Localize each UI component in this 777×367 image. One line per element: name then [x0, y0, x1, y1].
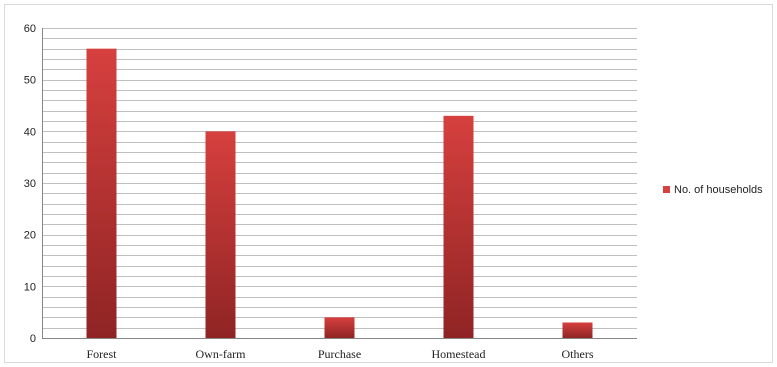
- x-category-label: Others: [562, 347, 594, 361]
- x-category-labels: Forest Own-farm Purchase Homestead Others: [87, 347, 594, 361]
- legend: No. of households: [663, 184, 763, 196]
- bar-own-farm: [205, 131, 236, 338]
- y-tick-labels: 0 10 20 30 40 50 60: [24, 23, 36, 345]
- y-tick-label: 60: [24, 23, 36, 35]
- bar-purchase: [324, 317, 355, 338]
- y-tick-label: 10: [24, 281, 36, 293]
- grid-lines: [42, 28, 637, 339]
- x-category-label: Forest: [87, 347, 118, 361]
- axes: [42, 28, 637, 339]
- x-category-label: Purchase: [318, 347, 361, 361]
- bars: [86, 48, 593, 339]
- bar-homestead: [443, 115, 474, 338]
- y-tick-label: 50: [24, 75, 36, 87]
- y-tick-label: 40: [24, 126, 36, 138]
- x-category-label: Homestead: [432, 347, 486, 361]
- legend-swatch: [663, 186, 670, 193]
- bar-forest: [86, 48, 117, 339]
- legend-label: No. of households: [674, 184, 763, 196]
- bar-others: [562, 322, 593, 338]
- x-category-label: Own-farm: [196, 347, 247, 361]
- y-tick-label: 20: [24, 230, 36, 242]
- y-tick-label: 0: [30, 333, 36, 345]
- y-tick-label: 30: [24, 178, 36, 190]
